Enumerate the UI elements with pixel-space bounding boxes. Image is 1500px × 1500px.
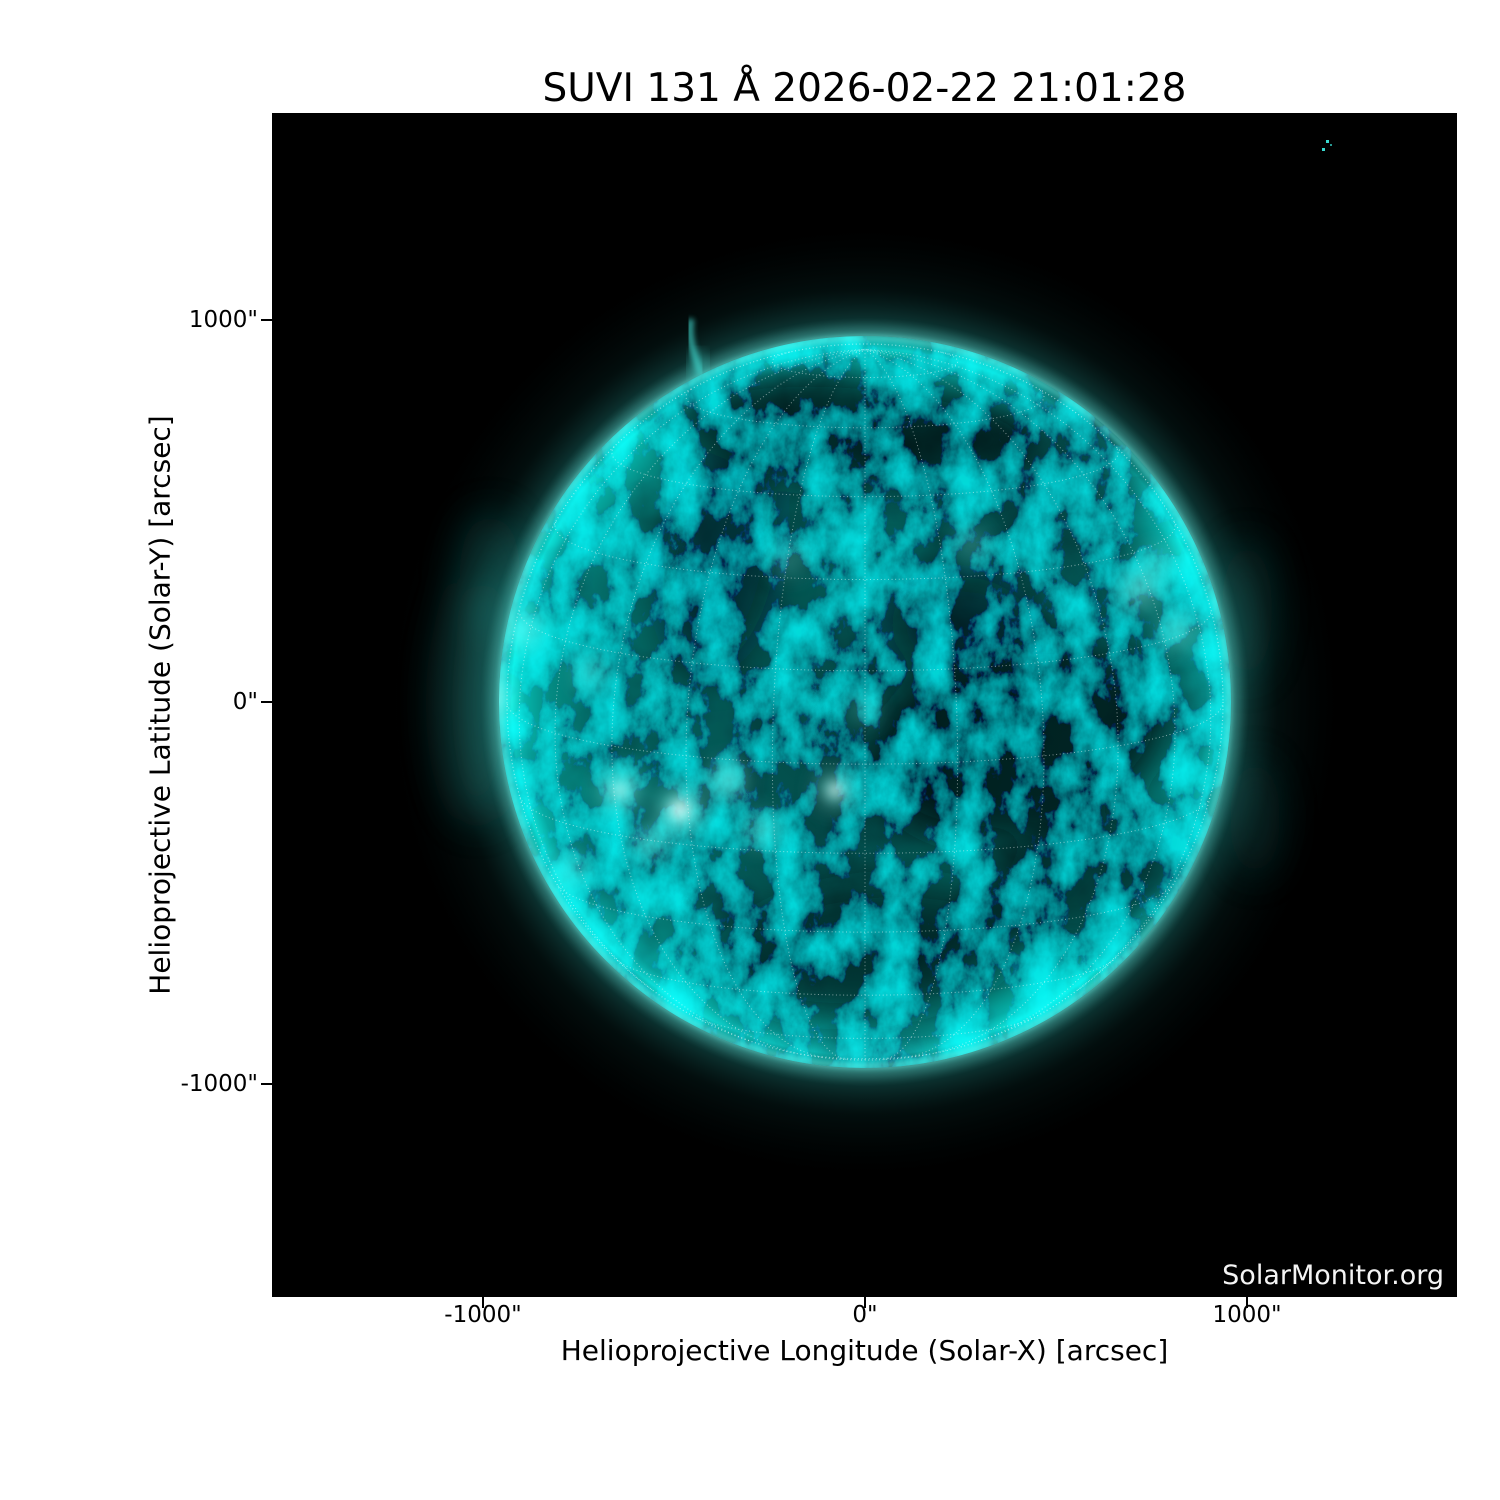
- limb-ring-glow: [492, 329, 1238, 1075]
- y-tick-mark: [261, 701, 272, 703]
- solar-image: SolarMonitor.org: [272, 113, 1457, 1297]
- y-tick-mark: [261, 1083, 272, 1085]
- x-tick-mark: [864, 1297, 866, 1308]
- y-tick-label: -1000": [180, 1071, 258, 1097]
- figure-title: SUVI 131 Å 2026-02-22 21:01:28: [542, 66, 1187, 111]
- limb-grid-circle: [506, 343, 1224, 1061]
- limb-ring: [499, 336, 1231, 1068]
- heliographic-grid: [506, 348, 1224, 1060]
- limb-glow-patches: [439, 513, 1280, 878]
- noise-specks: [1322, 140, 1332, 151]
- x-tick-label: 1000": [1212, 1302, 1282, 1328]
- sun-disk: [499, 336, 1231, 1068]
- x-tick-label: -1000": [444, 1302, 522, 1328]
- solar-disk-rendering: [385, 140, 1345, 1182]
- x-tick-mark: [482, 1297, 484, 1308]
- x-tick-label: 0": [852, 1302, 878, 1328]
- y-tick-mark: [261, 319, 272, 321]
- watermark: SolarMonitor.org: [1222, 1260, 1444, 1291]
- y-tick-label: 1000": [188, 307, 258, 333]
- x-tick-mark: [1246, 1297, 1248, 1308]
- x-axis-label: Helioprojective Longitude (Solar-X) [arc…: [560, 1334, 1169, 1367]
- prominence: [687, 318, 708, 381]
- y-tick-label: 0": [232, 689, 258, 715]
